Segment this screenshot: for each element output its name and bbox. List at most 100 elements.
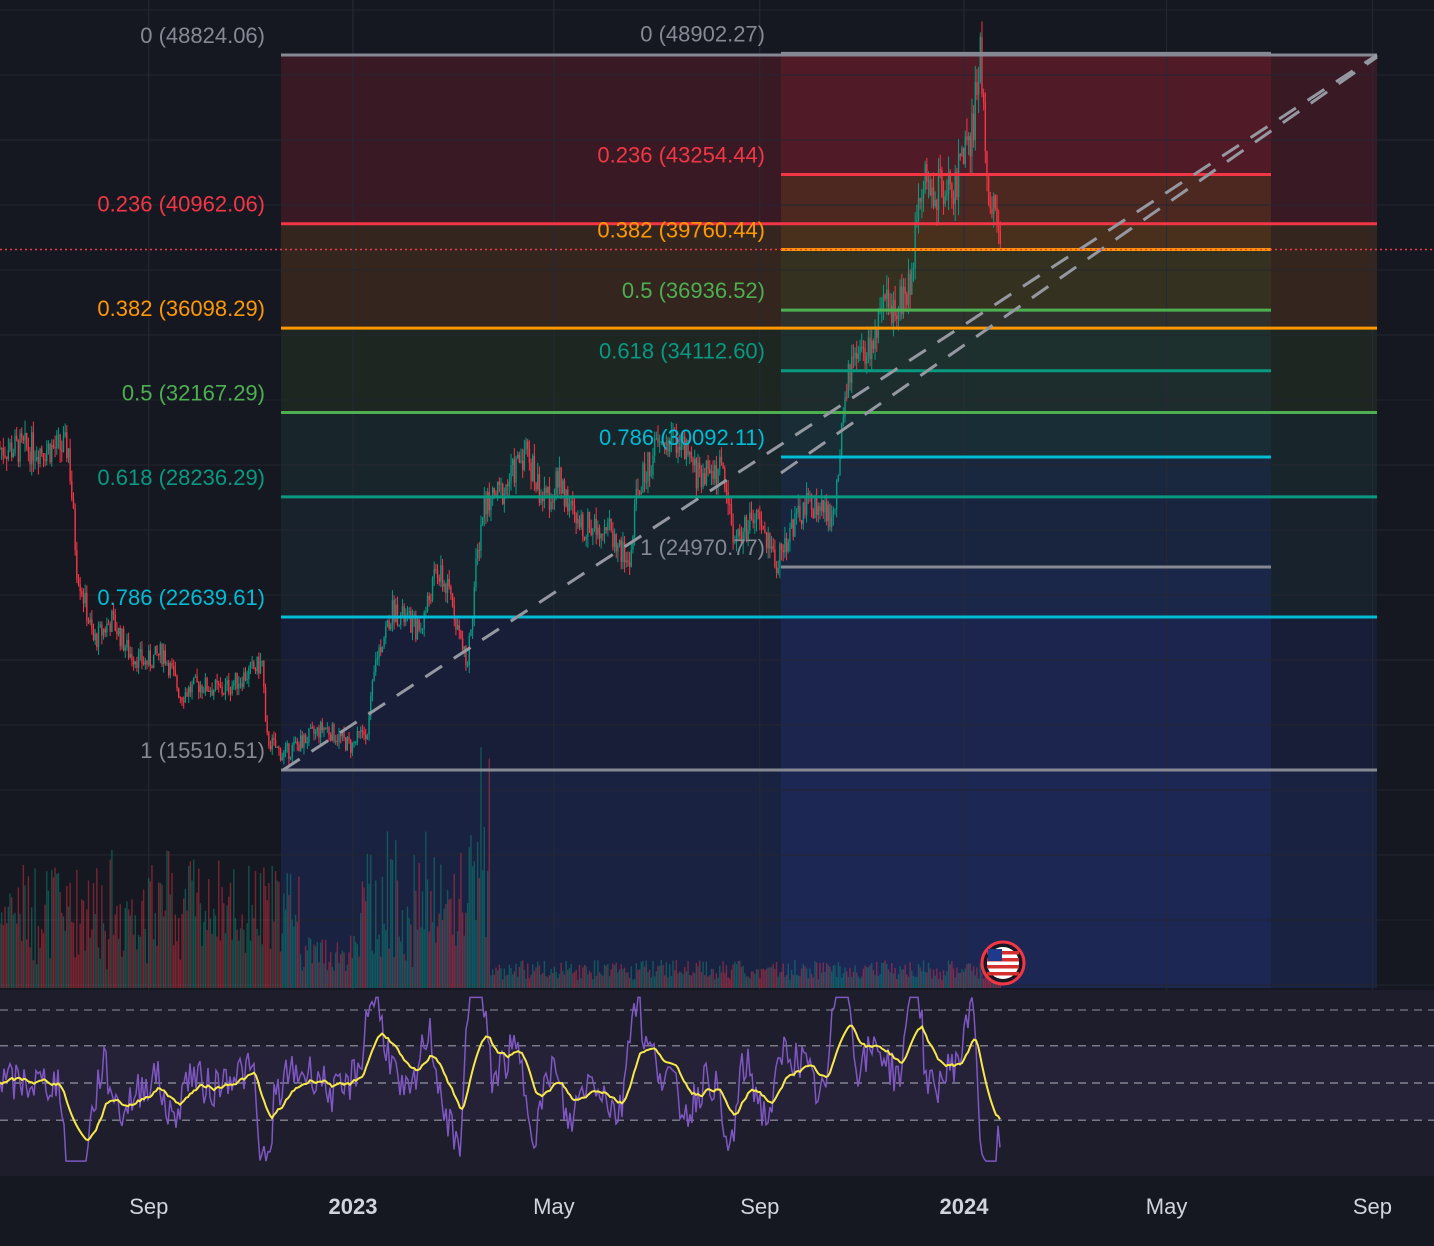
volume-bar bbox=[433, 857, 435, 988]
volume-bar bbox=[213, 908, 215, 988]
candle-body bbox=[767, 533, 769, 549]
candle-body bbox=[167, 662, 170, 676]
volume-bar bbox=[961, 969, 963, 988]
candle-body bbox=[807, 493, 809, 496]
candle-body bbox=[119, 627, 121, 647]
volume-bar bbox=[565, 960, 567, 988]
candle-body bbox=[2, 448, 5, 456]
candle-body bbox=[261, 660, 263, 662]
fib1-label-0-236: 0.236 (40962.06) bbox=[97, 192, 265, 217]
volume-bar bbox=[341, 950, 344, 988]
volume-bar bbox=[695, 962, 698, 988]
volume-bar bbox=[817, 979, 819, 988]
candle-body bbox=[840, 423, 843, 455]
candle-body bbox=[864, 348, 866, 364]
candle-body bbox=[268, 732, 270, 746]
candle-body bbox=[37, 457, 40, 464]
volume-bar bbox=[146, 963, 148, 988]
candle-body bbox=[380, 647, 382, 653]
volume-bar bbox=[595, 975, 597, 988]
candle-body bbox=[964, 136, 966, 165]
candle-body bbox=[527, 441, 529, 449]
volume-bar bbox=[97, 947, 100, 988]
candle-body bbox=[127, 639, 130, 658]
volume-bar bbox=[256, 928, 258, 988]
volume-bar bbox=[790, 969, 793, 988]
volume-bar bbox=[829, 966, 831, 988]
volume-bar bbox=[395, 840, 397, 988]
candle-body bbox=[894, 299, 896, 316]
candles bbox=[0, 21, 1002, 766]
candle-body bbox=[350, 740, 352, 753]
candle-body bbox=[296, 741, 298, 745]
volume-bar bbox=[969, 963, 971, 988]
candle-body bbox=[421, 628, 424, 630]
volume-bar bbox=[294, 914, 297, 988]
candle-body bbox=[441, 565, 444, 587]
candle-body bbox=[406, 612, 409, 616]
candle-body bbox=[443, 584, 445, 587]
candle-body bbox=[343, 732, 345, 738]
volume-bar bbox=[74, 957, 76, 988]
candle-body bbox=[827, 504, 830, 522]
candle-body bbox=[844, 397, 846, 417]
volume-bar bbox=[767, 967, 769, 988]
candle-body bbox=[537, 474, 539, 490]
volume-bar bbox=[628, 978, 631, 988]
event-marker[interactable] bbox=[980, 940, 1026, 986]
volume-bar bbox=[543, 960, 546, 988]
volume-bar bbox=[428, 931, 430, 988]
volume-bar bbox=[166, 850, 168, 988]
volume-bar bbox=[466, 903, 469, 988]
volume-bar bbox=[989, 978, 992, 988]
volume-bar bbox=[809, 968, 811, 988]
candle-body bbox=[229, 693, 232, 695]
volume-bar bbox=[592, 979, 594, 988]
volume-bar bbox=[602, 975, 604, 988]
trendline[interactable] bbox=[282, 53, 1378, 772]
volume-bar bbox=[608, 976, 611, 988]
candle-body bbox=[97, 625, 100, 648]
volume-bar bbox=[508, 964, 511, 988]
fib2-zone bbox=[781, 249, 1271, 311]
volume-bar bbox=[523, 969, 526, 988]
volume-bar bbox=[802, 963, 804, 988]
candle-body bbox=[799, 505, 801, 521]
candle-body bbox=[483, 496, 485, 518]
candle-body bbox=[183, 701, 185, 703]
volume-bar bbox=[794, 960, 796, 988]
candle-body bbox=[735, 536, 738, 542]
volume-bar bbox=[59, 892, 61, 988]
candle-body bbox=[572, 500, 574, 506]
volume-bar bbox=[911, 970, 913, 988]
volume-bar bbox=[333, 970, 335, 988]
candle-body bbox=[682, 436, 684, 438]
candle-body bbox=[941, 169, 943, 197]
candle-body bbox=[759, 512, 761, 521]
volume-bar bbox=[882, 962, 885, 988]
candle-body bbox=[839, 454, 841, 476]
volume-bar bbox=[246, 923, 248, 988]
volume-bar bbox=[704, 975, 706, 988]
volume-bar bbox=[825, 962, 828, 988]
candle-body bbox=[942, 196, 945, 205]
volume-bar bbox=[879, 974, 881, 988]
candle-body bbox=[597, 527, 599, 535]
volume-bar bbox=[102, 923, 105, 988]
volume-bar bbox=[17, 887, 20, 988]
volume-bar bbox=[309, 938, 312, 988]
candle-body bbox=[9, 442, 11, 451]
volume-bar bbox=[575, 970, 577, 988]
volume-bar bbox=[49, 958, 51, 988]
volume-bar bbox=[186, 910, 188, 988]
volume-bar bbox=[552, 973, 554, 988]
volume-bar bbox=[79, 923, 81, 988]
volume-bar bbox=[892, 973, 895, 988]
volume-bar bbox=[869, 965, 871, 988]
volume-bar bbox=[441, 919, 444, 988]
volume-bar bbox=[82, 900, 85, 988]
volume-bar bbox=[515, 963, 517, 988]
candle-body bbox=[36, 457, 38, 460]
volume-bar bbox=[665, 962, 668, 988]
